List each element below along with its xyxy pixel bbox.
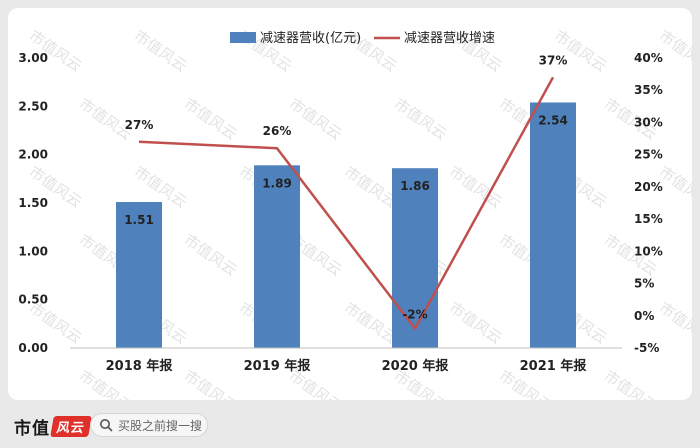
right-axis-tick-label: -5% — [634, 341, 659, 355]
right-axis-tick-label: 0% — [634, 309, 654, 323]
bar-data-label: 1.89 — [262, 176, 292, 190]
right-axis-tick-label: 25% — [634, 148, 663, 162]
watermark-text: 市值风云 — [181, 231, 240, 280]
search-box[interactable]: 买股之前搜一搜 — [90, 413, 208, 437]
bar — [116, 202, 162, 348]
watermark-text: 市值风云 — [131, 27, 190, 76]
search-placeholder: 买股之前搜一搜 — [118, 418, 203, 433]
watermark-text: 市值风云 — [446, 163, 505, 212]
line-data-label: 37% — [539, 53, 568, 67]
footer-bar: 市值 风云 买股之前搜一搜 — [0, 400, 700, 448]
watermark-text: 市值风云 — [286, 95, 345, 144]
line-data-label: -2% — [402, 308, 427, 322]
x-axis-tick-label: 2020 年报 — [382, 358, 450, 374]
brand-mark: 风云 — [50, 416, 92, 437]
watermark-text: 市值风云 — [341, 163, 400, 212]
watermark-text: 市值风云 — [446, 299, 505, 348]
bar — [392, 168, 438, 348]
right-axis-tick-label: 5% — [634, 277, 654, 291]
watermark-text: 市值风云 — [551, 27, 610, 76]
bar-data-label: 2.54 — [538, 113, 568, 127]
right-axis-tick-label: 10% — [634, 244, 663, 258]
x-axis-tick-label: 2021 年报 — [520, 358, 588, 374]
bar-data-label: 1.51 — [124, 213, 154, 227]
watermark-text: 市值风云 — [181, 367, 240, 400]
left-axis-tick-label: 1.50 — [18, 196, 48, 210]
x-axis-tick-label: 2018 年报 — [106, 358, 174, 374]
bar — [254, 165, 300, 348]
left-axis-tick-label: 3.00 — [18, 51, 48, 65]
brand-logo[interactable]: 市值 风云 — [14, 414, 92, 439]
left-axis-tick-label: 1.00 — [18, 244, 48, 258]
brand-text: 市值 — [14, 419, 50, 439]
bar — [530, 102, 576, 348]
search-icon — [100, 419, 113, 432]
line-data-label: 27% — [125, 118, 154, 132]
right-axis-tick-label: 20% — [634, 180, 663, 194]
growth-line — [138, 76, 555, 330]
right-axis-tick-label: 40% — [634, 51, 663, 65]
watermark-text: 市值风云 — [181, 95, 240, 144]
legend-bar-label: 减速器营收(亿元) — [260, 31, 361, 46]
left-axis-tick-label: 2.00 — [18, 148, 48, 162]
chart-card: 市值风云 市值风云 市值风云 市值风云 市值风云 市值风云 市值风云 市值风云 市值风云 市值风云… — [8, 8, 692, 400]
legend-bar-swatch — [230, 32, 256, 43]
left-axis-tick-label: 0.00 — [18, 341, 48, 355]
legend-line-label: 减速器营收增速 — [404, 31, 495, 46]
x-axis-tick-label: 2019 年报 — [244, 358, 312, 374]
left-axis-tick-label: 0.50 — [18, 293, 48, 307]
watermark-text: 市值风云 — [391, 95, 450, 144]
watermark-text: 市值风云 — [341, 299, 400, 348]
watermark-text: 市值风云 — [601, 367, 660, 400]
line-data-label: 26% — [263, 124, 292, 138]
bar-data-label: 1.86 — [400, 179, 430, 193]
left-axis-tick-label: 2.50 — [18, 99, 48, 113]
right-axis-tick-label: 15% — [634, 212, 663, 226]
right-axis-tick-label: 35% — [634, 83, 663, 97]
watermark-text: 市值风云 — [656, 299, 692, 348]
right-axis-tick-label: 30% — [634, 115, 663, 129]
